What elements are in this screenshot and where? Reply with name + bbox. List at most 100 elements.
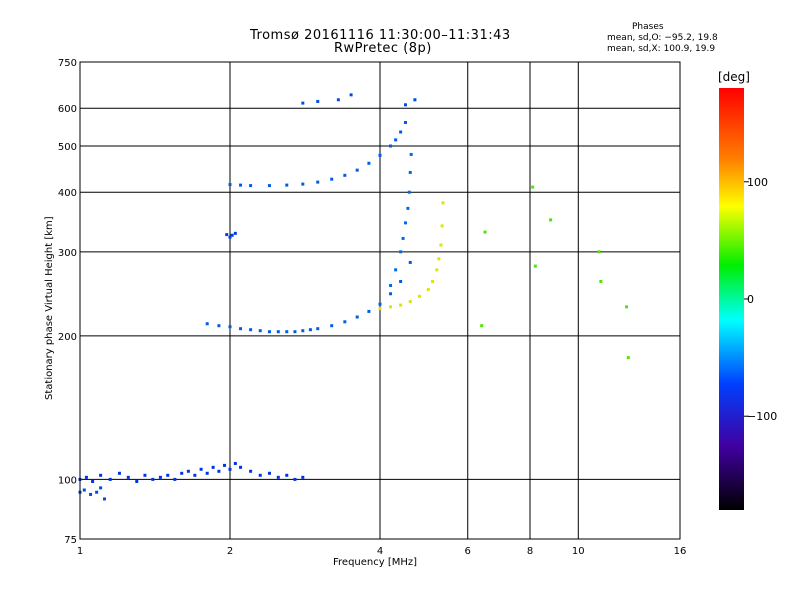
data-point [435,268,439,272]
data-point [267,330,271,334]
data-point [293,330,297,334]
data-point [267,184,271,188]
data-point [483,230,487,234]
data-point [408,300,412,304]
data-point [403,221,407,225]
data-point [285,330,289,334]
colorbar-unit-label: [deg] [718,70,750,84]
data-point [301,101,305,105]
y-axis-ticks: 75 100 200 300 400 500 600 750 [58,58,77,546]
colorbar-tick-label: −100 [747,410,777,423]
data-point [276,330,280,334]
data-point [480,324,484,328]
data-point [211,465,215,469]
data-point [343,173,347,177]
data-point [549,218,553,222]
data-point [413,98,417,102]
data-point [89,492,93,496]
y-tick-label: 400 [58,188,77,199]
data-point [399,130,403,134]
x-axis-ticks: 1 2 4 6 8 10 16 [77,546,687,557]
data-point [228,467,232,471]
data-point [394,268,398,272]
data-point [108,477,112,481]
data-point [625,305,629,309]
data-point [597,250,601,254]
data-point [186,469,190,473]
y-tick-label: 75 [64,535,77,546]
data-point [330,177,334,181]
data-point [316,180,320,184]
y-tick-label: 300 [58,248,77,259]
data-point [217,324,221,328]
x-tick-label: 8 [527,546,533,557]
data-point [408,170,412,174]
data-point [249,469,253,473]
data-point [409,152,413,156]
colorbar [719,88,744,510]
y-tick-label: 750 [58,58,77,69]
data-point [285,473,289,477]
data-point [233,461,237,465]
data-point [228,325,232,329]
data-point [531,185,535,189]
data-point [84,475,88,479]
data-point [82,488,86,492]
data-point [258,329,262,333]
x-axis-label: Frequency [MHz] [333,557,418,568]
data-point [378,302,382,306]
data-point [233,231,237,235]
data-point [316,99,320,103]
data-point [308,328,312,332]
data-point [301,475,305,479]
data-point [389,283,393,287]
x-tick-label: 2 [227,546,233,557]
data-point [316,327,320,331]
data-point [389,305,393,309]
data-point [249,328,253,332]
phase-stats-heading: Phases [632,22,664,32]
data-point [258,473,262,477]
data-point [399,303,403,307]
data-point [180,471,184,475]
data-point [389,144,393,148]
data-point [367,309,371,313]
data-point [205,471,209,475]
data-point [330,324,334,328]
data-point [403,121,407,125]
data-point [95,490,99,494]
data-point [437,257,441,261]
data-point [239,327,243,331]
data-point [166,473,170,477]
data-point [336,98,340,102]
data-point [126,475,130,479]
y-tick-label: 600 [58,104,77,115]
data-point [230,233,234,237]
x-tick-label: 1 [77,546,83,557]
data-point [228,235,232,239]
data-point [293,477,297,481]
data-point [301,182,305,186]
data-point [173,477,177,481]
data-point [239,183,243,187]
chart-title-line2: RwPretec (8p) [334,41,432,56]
data-points [78,93,630,501]
data-point [223,463,227,467]
data-point [367,161,371,165]
data-point [117,471,121,475]
data-point [349,93,353,97]
colorbar-tick-label: 0 [747,293,754,306]
x-tick-label: 4 [377,546,383,557]
x-tick-label: 10 [572,546,585,557]
grid-lines [80,62,680,539]
y-tick-label: 100 [58,475,77,486]
data-point [99,486,103,490]
data-point [276,475,280,479]
y-tick-label: 200 [58,332,77,343]
data-point [408,260,412,264]
data-point [135,479,139,483]
data-point [378,307,382,311]
data-point [151,477,155,481]
data-point [99,473,103,477]
